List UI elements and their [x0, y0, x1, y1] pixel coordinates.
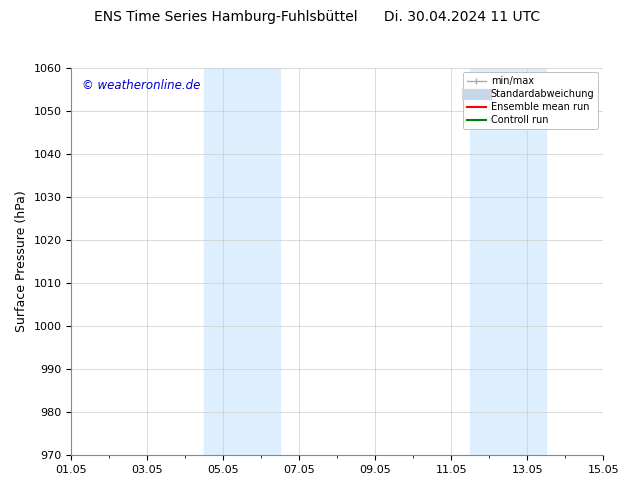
Bar	[204, 68, 280, 455]
Y-axis label: Surface Pressure (hPa): Surface Pressure (hPa)	[15, 191, 28, 332]
Text: ENS Time Series Hamburg-Fuhlsbüttel      Di. 30.04.2024 11 UTC: ENS Time Series Hamburg-Fuhlsbüttel Di. …	[94, 10, 540, 24]
Legend: min/max, Standardabweichung, Ensemble mean run, Controll run: min/max, Standardabweichung, Ensemble me…	[463, 73, 598, 129]
Bar	[470, 68, 547, 455]
Text: © weatheronline.de: © weatheronline.de	[82, 79, 200, 92]
